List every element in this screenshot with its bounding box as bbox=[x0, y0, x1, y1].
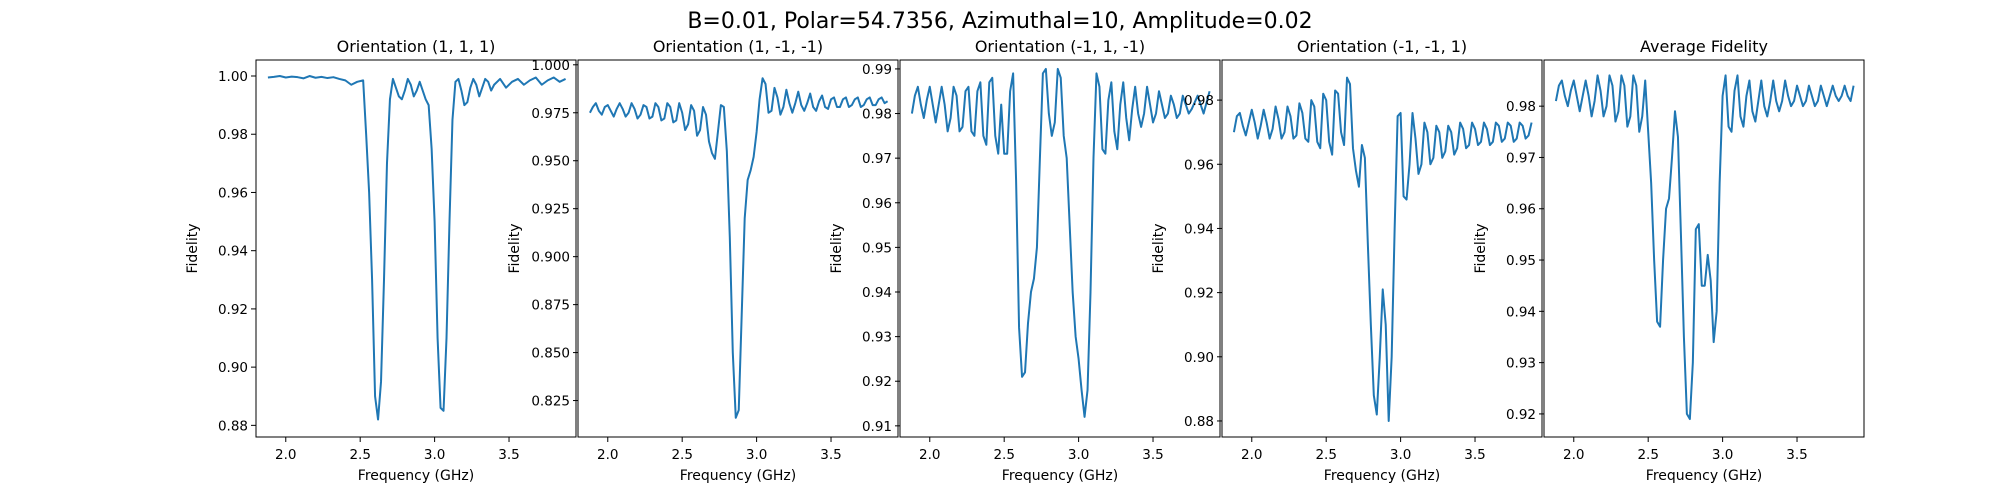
y-tick-label: 1.00 bbox=[218, 69, 248, 85]
y-tick-label: 0.97 bbox=[1506, 150, 1536, 166]
y-tick-label: 0.98 bbox=[218, 127, 248, 143]
x-axis-label: Frequency (GHz) bbox=[680, 468, 796, 484]
x-tick-label: 3.0 bbox=[1390, 447, 1411, 463]
fidelity-line bbox=[589, 77, 889, 419]
y-tick-label: 0.88 bbox=[218, 418, 248, 434]
y-tick-label: 0.98 bbox=[862, 107, 892, 123]
y-tick-label: 0.825 bbox=[531, 394, 570, 410]
subplot-title: Orientation (1, 1, 1) bbox=[337, 37, 496, 56]
subplot-2: 2.0 2.5 3.0 3.5 0.825 0.850 0.875 0.900 0.925 0.9… bbox=[507, 37, 899, 484]
x-axis-label: Frequency (GHz) bbox=[358, 468, 474, 484]
y-tick-label: 0.92 bbox=[218, 302, 248, 318]
x-tick-label: 2.0 bbox=[1241, 447, 1262, 463]
y-axis-label: Fidelity bbox=[1473, 224, 1489, 274]
y-tick-label: 0.92 bbox=[862, 374, 892, 390]
y-tick-label: 0.98 bbox=[1506, 99, 1536, 115]
fidelity-line bbox=[1232, 76, 1533, 422]
y-axis-label: Fidelity bbox=[829, 224, 845, 274]
y-tick-label: 0.950 bbox=[531, 154, 570, 170]
y-tick-label: 0.93 bbox=[1506, 356, 1536, 372]
y-axis-label: Fidelity bbox=[1151, 224, 1167, 274]
y-tick-label: 0.90 bbox=[218, 360, 248, 376]
y-tick-label: 0.92 bbox=[1506, 407, 1536, 423]
x-axis-label: Frequency (GHz) bbox=[1002, 468, 1118, 484]
axes-frame bbox=[255, 59, 577, 438]
y-tick-label: 0.92 bbox=[1184, 286, 1214, 302]
subplots: 2.0 2.5 3.0 3.5 0.88 0.90 0.92 0.94 0.96 0.98 1.00… bbox=[185, 37, 1865, 484]
x-tick-label: 2.5 bbox=[671, 447, 692, 463]
x-axis-label: Frequency (GHz) bbox=[1646, 468, 1762, 484]
y-tick-label: 0.90 bbox=[1184, 350, 1214, 366]
axes-frame bbox=[1543, 59, 1865, 438]
y-tick-label: 0.97 bbox=[862, 151, 892, 167]
subplot-title: Orientation (1, -1, -1) bbox=[653, 37, 823, 56]
y-tick-label: 0.91 bbox=[862, 419, 892, 435]
y-tick-label: 0.96 bbox=[218, 185, 248, 201]
x-tick-label: 3.0 bbox=[424, 447, 445, 463]
x-tick-label: 3.0 bbox=[1712, 447, 1733, 463]
x-tick-label: 2.5 bbox=[1637, 447, 1658, 463]
y-tick-label: 0.925 bbox=[531, 202, 570, 218]
x-tick-label: 3.5 bbox=[1464, 447, 1485, 463]
y-axis-label: Fidelity bbox=[185, 224, 201, 274]
x-tick-label: 2.0 bbox=[275, 447, 296, 463]
axes-frame bbox=[1221, 59, 1543, 438]
y-tick-label: 0.98 bbox=[1184, 93, 1214, 109]
y-tick-label: 0.875 bbox=[531, 298, 570, 314]
y-tick-label: 0.96 bbox=[1184, 157, 1214, 173]
y-tick-label: 0.94 bbox=[218, 244, 248, 260]
subplot-1: 2.0 2.5 3.0 3.5 0.88 0.90 0.92 0.94 0.96 0.98 1.00… bbox=[185, 37, 577, 484]
x-tick-label: 3.0 bbox=[746, 447, 767, 463]
fidelity-line bbox=[1554, 74, 1855, 421]
y-tick-label: 0.95 bbox=[1506, 253, 1536, 269]
y-tick-label: 0.96 bbox=[1506, 202, 1536, 218]
y-tick-label: 0.900 bbox=[531, 250, 570, 266]
y-tick-label: 0.975 bbox=[531, 106, 570, 122]
figure-title: B=0.01, Polar=54.7356, Azimuthal=10, Amp… bbox=[687, 9, 1312, 34]
x-tick-label: 3.5 bbox=[498, 447, 519, 463]
subplot-3: 2.0 2.5 3.0 3.5 0.91 0.92 0.93 0.94 0.95 0.96 0.97… bbox=[829, 37, 1221, 484]
axes-frame bbox=[577, 59, 899, 438]
x-tick-label: 2.0 bbox=[597, 447, 618, 463]
x-tick-label: 3.0 bbox=[1068, 447, 1089, 463]
x-tick-label: 3.5 bbox=[1786, 447, 1807, 463]
fidelity-line bbox=[910, 67, 1211, 418]
x-tick-label: 2.0 bbox=[1563, 447, 1584, 463]
x-tick-label: 2.5 bbox=[349, 447, 370, 463]
x-tick-label: 2.5 bbox=[993, 447, 1014, 463]
y-axis-label: Fidelity bbox=[507, 224, 523, 274]
x-tick-label: 2.5 bbox=[1315, 447, 1336, 463]
subplot-4: 2.0 2.5 3.0 3.5 0.88 0.90 0.92 0.94 0.96 0.98 Orie… bbox=[1151, 37, 1543, 484]
y-tick-label: 0.93 bbox=[862, 330, 892, 346]
subplot-title: Average Fidelity bbox=[1640, 37, 1768, 56]
axes-frame bbox=[899, 59, 1221, 438]
x-tick-label: 2.0 bbox=[919, 447, 940, 463]
y-tick-label: 0.94 bbox=[862, 285, 892, 301]
y-tick-label: 0.95 bbox=[862, 240, 892, 256]
y-tick-label: 1.000 bbox=[531, 58, 570, 74]
x-tick-label: 3.5 bbox=[820, 447, 841, 463]
subplot-title: Orientation (-1, 1, -1) bbox=[975, 37, 1145, 56]
subplot-5: 2.0 2.5 3.0 3.5 0.92 0.93 0.94 0.95 0.96 0.97 0.98… bbox=[1473, 37, 1865, 484]
y-tick-label: 0.99 bbox=[862, 62, 892, 78]
x-axis-label: Frequency (GHz) bbox=[1324, 468, 1440, 484]
y-tick-label: 0.94 bbox=[1506, 304, 1536, 320]
y-tick-label: 0.96 bbox=[862, 196, 892, 212]
fidelity-line bbox=[267, 75, 567, 421]
y-tick-label: 0.850 bbox=[531, 346, 570, 362]
x-tick-label: 3.5 bbox=[1142, 447, 1163, 463]
y-tick-label: 0.94 bbox=[1184, 221, 1214, 237]
subplot-title: Orientation (-1, -1, 1) bbox=[1297, 37, 1467, 56]
y-tick-label: 0.88 bbox=[1184, 414, 1214, 430]
